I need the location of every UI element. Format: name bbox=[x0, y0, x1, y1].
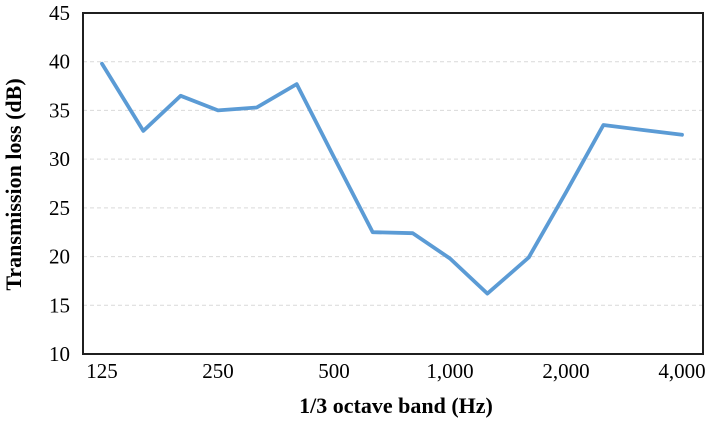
y-tick-label-15: 15 bbox=[49, 293, 70, 317]
x-axis-tick-labels: 125 250 500 1,000 2,000 4,000 bbox=[86, 359, 705, 383]
y-tick-label-45: 45 bbox=[49, 1, 70, 25]
x-tick-label-2000: 2,000 bbox=[542, 359, 589, 383]
x-tick-label-500: 500 bbox=[318, 359, 350, 383]
x-axis-title: 1/3 octave band (Hz) bbox=[299, 393, 493, 418]
gridlines bbox=[83, 61, 703, 306]
y-axis-tick-labels: 45 40 35 30 25 20 15 10 bbox=[49, 1, 70, 366]
y-axis-title: Transmission loss (dB) bbox=[1, 78, 26, 290]
x-tick-label-125: 125 bbox=[86, 359, 118, 383]
y-tick-label-20: 20 bbox=[49, 245, 70, 269]
x-tick-label-250: 250 bbox=[202, 359, 234, 383]
y-tick-label-25: 25 bbox=[49, 196, 70, 220]
x-tick-label-1000: 1,000 bbox=[426, 359, 473, 383]
y-tick-label-30: 30 bbox=[49, 147, 70, 171]
series-line-transmission-loss bbox=[100, 61, 684, 296]
y-tick-label-35: 35 bbox=[49, 98, 70, 122]
y-tick-label-10: 10 bbox=[49, 342, 70, 366]
y-tick-label-40: 40 bbox=[49, 50, 70, 74]
plot-area-border bbox=[82, 12, 704, 355]
x-tick-label-4000: 4,000 bbox=[658, 359, 705, 383]
